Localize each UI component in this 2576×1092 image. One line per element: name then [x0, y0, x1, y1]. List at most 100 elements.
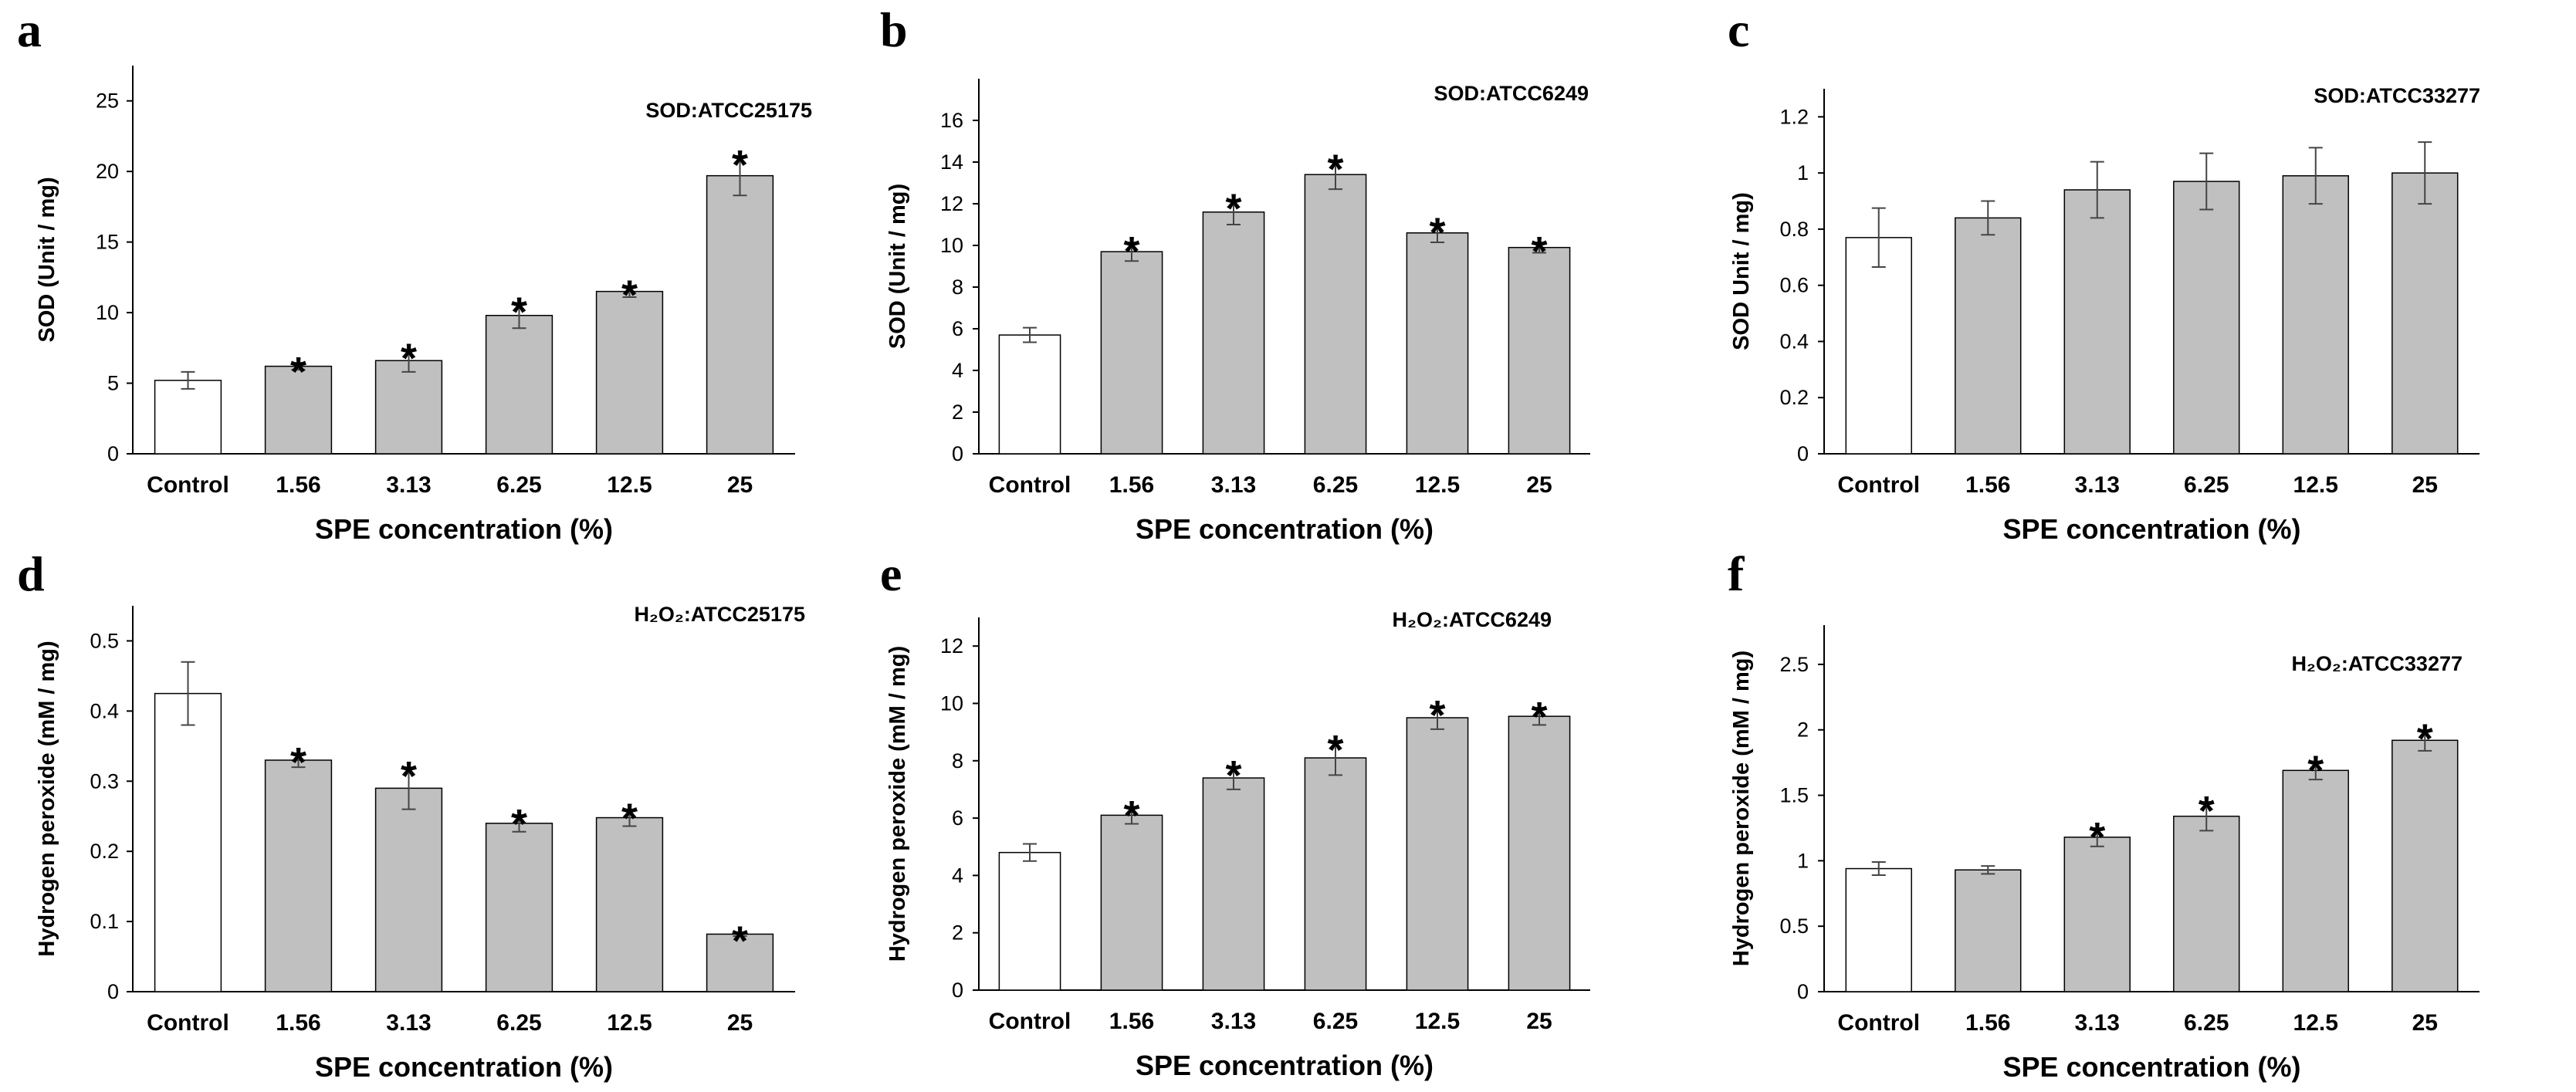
- bar: [1845, 237, 1912, 455]
- x-tick-label: 3.13: [1211, 472, 1256, 498]
- x-tick-label: 1.56: [276, 1010, 320, 1036]
- y-axis-label: Hydrogen peroxide (mM / mg): [885, 646, 910, 962]
- y-tick-label: 2.5: [1779, 653, 1809, 676]
- y-tick-label: 0.8: [1779, 218, 1809, 241]
- y-tick-label: 0: [952, 442, 963, 465]
- error-bar: [291, 752, 306, 769]
- y-tick-label: 0: [1797, 442, 1809, 465]
- bar: [2392, 172, 2459, 455]
- error-bar: [2308, 760, 2323, 781]
- y-axis-label: SOD (Unit / mg): [885, 184, 910, 349]
- bar: [1845, 867, 1912, 992]
- y-tick-label: 2: [952, 921, 963, 945]
- y-tick-label: 12: [940, 634, 963, 658]
- error-bar: [401, 348, 416, 373]
- significance-star: *: [2089, 814, 2105, 860]
- error-bar: [1329, 739, 1342, 776]
- x-tick-label: 6.25: [496, 1010, 541, 1036]
- x-tick-label: 12.5: [2293, 1010, 2338, 1036]
- significance-star: *: [1123, 228, 1139, 275]
- y-tick-label: 1: [1797, 849, 1809, 872]
- bar: [2282, 175, 2349, 455]
- significance-star: *: [621, 272, 638, 318]
- x-axis-label: SPE concentration (%): [2002, 1051, 2300, 1083]
- error-bar: [2418, 141, 2432, 205]
- significance-star: *: [1531, 228, 1547, 275]
- error-bar: [1871, 861, 1886, 877]
- x-tick-label: Control: [147, 1010, 229, 1036]
- y-tick-label: 0.5: [90, 629, 119, 652]
- error-bar: [1227, 198, 1241, 225]
- bar: [485, 314, 553, 455]
- y-tick-label: 0: [107, 980, 119, 1003]
- bar: [1406, 717, 1469, 991]
- error-bar: [2090, 161, 2104, 219]
- significance-star: *: [1429, 692, 1445, 739]
- bar: [1202, 211, 1265, 455]
- x-tick-label: 12.5: [1415, 472, 1460, 498]
- x-tick-label: 12.5: [2293, 472, 2338, 498]
- error-bar: [733, 931, 747, 938]
- bar: [154, 692, 222, 992]
- x-tick-label: 1.56: [1965, 1010, 2010, 1036]
- x-tick-label: 3.13: [386, 472, 431, 498]
- significance-star: *: [1327, 146, 1343, 192]
- y-tick-label: 0: [1797, 980, 1809, 1003]
- x-tick-label: 6.25: [1313, 472, 1358, 498]
- panel-letter: f: [1728, 546, 1745, 601]
- error-bar: [622, 285, 637, 298]
- chart-title: SOD:ATCC33277: [2314, 84, 2480, 107]
- x-axis-label: SPE concentration (%): [2002, 513, 2300, 545]
- chart-title: H₂O₂:ATCC33277: [2291, 652, 2463, 675]
- error-bar: [1023, 843, 1037, 862]
- bar: [998, 851, 1061, 991]
- y-tick-label: 8: [952, 749, 963, 773]
- error-bar: [622, 808, 637, 827]
- y-tick-label: 4: [952, 864, 963, 887]
- significance-star: *: [511, 801, 527, 847]
- y-tick-label: 14: [940, 150, 963, 174]
- y-tick-label: 10: [940, 691, 963, 715]
- x-tick-label: Control: [989, 472, 1071, 498]
- chart-panel-b: b 0 2 4 6 8 10 12 14 16 Control * 1.56 * 3.13 * 6.25 * 12.…: [880, 2, 1590, 545]
- x-tick-label: 1.56: [1109, 472, 1154, 498]
- error-bar: [733, 155, 747, 197]
- y-tick-label: 0: [107, 442, 119, 465]
- x-tick-label: Control: [1837, 1010, 1920, 1036]
- x-tick-label: 25: [2412, 1010, 2438, 1036]
- significance-star: *: [1123, 793, 1139, 839]
- y-tick-label: 8: [952, 276, 963, 299]
- y-tick-label: 10: [940, 234, 963, 257]
- y-tick-label: 20: [96, 160, 119, 183]
- bar: [595, 816, 664, 992]
- error-bar: [1532, 707, 1546, 726]
- error-bar: [1227, 766, 1241, 790]
- bar: [1406, 232, 1469, 455]
- bar: [2173, 815, 2240, 992]
- bar: [1955, 869, 2022, 992]
- y-tick-label: 1.2: [1779, 105, 1809, 128]
- significance-star: *: [1225, 752, 1241, 799]
- chart-title: H₂O₂:ATCC6249: [1392, 608, 1552, 631]
- x-tick-label: 6.25: [2184, 1010, 2229, 1036]
- y-tick-label: 0.4: [1779, 330, 1809, 353]
- bar: [264, 365, 333, 455]
- y-axis-label: SOD (Unit / mg): [35, 177, 59, 342]
- x-axis-label: SPE concentration (%): [1136, 1050, 1434, 1081]
- significance-star: *: [2417, 716, 2433, 762]
- bar: [706, 933, 774, 992]
- bar: [1304, 757, 1367, 991]
- error-bar: [1430, 705, 1444, 730]
- bar: [1100, 814, 1163, 991]
- error-bar: [181, 370, 195, 390]
- panels: a0510152025Control*1.56*3.13*6.25*12.5*2…: [17, 2, 2480, 1083]
- bar: [1508, 246, 1571, 455]
- bar: [1202, 777, 1265, 991]
- significance-star: *: [1327, 727, 1343, 773]
- panel-letter: c: [1728, 2, 1749, 57]
- y-tick-label: 5: [107, 372, 119, 395]
- significance-star: *: [401, 336, 417, 382]
- x-tick-label: Control: [147, 472, 229, 498]
- bar: [998, 334, 1061, 455]
